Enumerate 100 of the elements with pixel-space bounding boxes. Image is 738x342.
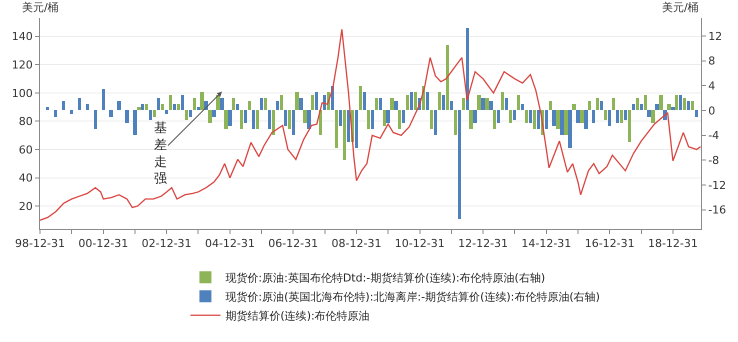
bar: [86, 104, 89, 110]
bar: [505, 98, 508, 110]
bar: [54, 110, 57, 117]
bar: [394, 101, 398, 110]
bar: [185, 110, 188, 120]
x-tick-label: 00-12-31: [78, 237, 128, 250]
bar: [359, 86, 362, 110]
bar: [102, 89, 105, 110]
x-tick-label: 16-12-31: [584, 237, 635, 250]
bar: [600, 101, 603, 110]
bar: [446, 45, 449, 110]
bar: [580, 110, 584, 123]
bar: [584, 110, 588, 129]
bar: [481, 98, 485, 110]
bar: [624, 110, 627, 120]
bar: [161, 104, 164, 110]
bar: [560, 110, 564, 135]
bar: [292, 110, 295, 135]
bar: [165, 110, 168, 114]
bar: [545, 110, 548, 129]
bar: [244, 110, 247, 123]
bar: [691, 101, 694, 110]
bar: [493, 110, 496, 129]
x-tick-label: 12-12-31: [458, 237, 508, 250]
bar: [568, 110, 572, 148]
bar: [501, 92, 504, 110]
bar: [454, 110, 457, 135]
bar: [137, 107, 141, 110]
bar: [489, 101, 493, 110]
bar: [414, 92, 417, 110]
bar: [485, 98, 489, 110]
bar: [280, 95, 283, 110]
y-axis-title: 美元/桶: [22, 1, 59, 14]
bar: [189, 110, 192, 117]
bar: [390, 98, 394, 110]
bar: [212, 110, 216, 117]
bar: [70, 110, 73, 114]
bar: [303, 110, 307, 123]
bar: [612, 98, 615, 110]
y2-tick-label: -12: [708, 178, 726, 192]
bar: [264, 98, 267, 110]
bar: [667, 104, 671, 110]
bar: [339, 110, 342, 126]
bar: [695, 110, 698, 117]
bar: [149, 110, 152, 120]
bar: [295, 92, 299, 110]
bar: [592, 110, 595, 123]
bar: [640, 104, 643, 110]
bar: [426, 92, 429, 110]
y-tick-label: 40: [18, 172, 33, 185]
y-tick-label: 120: [12, 58, 33, 72]
bar: [537, 110, 540, 129]
y-tick-label: 20: [18, 200, 33, 213]
y-tick-label: 140: [12, 30, 33, 44]
bar: [272, 110, 275, 135]
bar: [307, 110, 311, 129]
bar: [588, 101, 591, 110]
bar: [608, 110, 611, 126]
bar: [410, 92, 413, 110]
bar: [248, 101, 251, 110]
bar: [299, 98, 303, 110]
x-tick-label: 14-12-31: [521, 237, 572, 250]
bar: [517, 95, 520, 110]
bar: [604, 110, 607, 120]
bar: [371, 110, 374, 129]
bar: [430, 110, 433, 129]
bar: [177, 104, 180, 110]
bar: [469, 110, 473, 129]
bar: [438, 92, 441, 110]
bar: [462, 98, 465, 110]
bar: [434, 110, 437, 135]
bar: [319, 110, 322, 135]
bar: [367, 110, 370, 129]
y2-tick-label: 4: [708, 79, 716, 92]
x-tick-label: 98-12-31: [15, 237, 65, 250]
bar: [268, 110, 271, 129]
y2-tick-label: -16: [708, 204, 726, 217]
bar: [228, 110, 232, 126]
bar: [473, 110, 477, 123]
bar: [450, 101, 453, 110]
bar: [169, 95, 172, 110]
bar: [651, 110, 655, 123]
bar: [109, 110, 113, 117]
bar: [141, 104, 144, 110]
bar: [343, 110, 346, 160]
bar: [533, 110, 536, 129]
bar: [687, 101, 690, 110]
bar: [260, 98, 263, 110]
bar: [497, 110, 500, 123]
bar: [636, 98, 639, 110]
bar: [375, 98, 378, 110]
bar: [284, 110, 287, 126]
bar: [458, 110, 461, 219]
bar: [466, 28, 469, 110]
bar: [62, 101, 65, 110]
bar: [46, 107, 49, 110]
y2-tick-label: 8: [708, 54, 716, 68]
bar: [240, 110, 243, 129]
bar: [355, 110, 358, 148]
bar: [311, 95, 314, 110]
